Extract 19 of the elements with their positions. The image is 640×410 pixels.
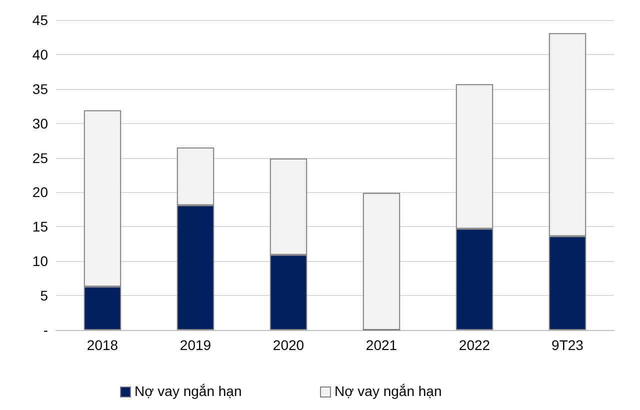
y-tick-label: - — [43, 322, 48, 338]
y-tick-label: 45 — [32, 12, 48, 28]
y-tick-label: 40 — [32, 46, 48, 62]
y-tick-label: 25 — [32, 150, 48, 166]
x-tick-label: 2022 — [458, 337, 490, 353]
x-tick-label: 2021 — [366, 337, 398, 353]
x-tick-label: 2019 — [180, 337, 212, 353]
legend-label: Nợ vay ngắn hạn — [334, 383, 442, 399]
y-tick-label: 5 — [40, 288, 48, 304]
y-tick-label: 15 — [32, 218, 48, 235]
x-tick-label: 2018 — [86, 337, 118, 353]
y-tick-label: 10 — [32, 253, 48, 270]
y-tick-label: 30 — [32, 115, 48, 132]
y-tick-label: 35 — [32, 80, 48, 97]
legend-label: Nợ vay ngắn hạn — [134, 383, 242, 399]
y-tick-label: 20 — [32, 184, 48, 200]
x-tick-label: 9T23 — [552, 337, 584, 353]
bar — [362, 192, 400, 330]
x-tick-label: 2020 — [272, 337, 304, 353]
